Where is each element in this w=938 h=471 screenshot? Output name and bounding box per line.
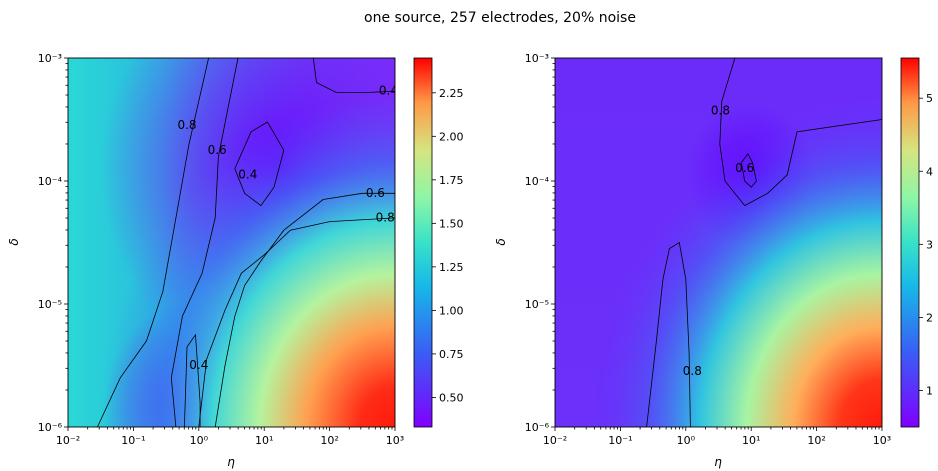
colorbar-tick-label-left-0: 0.50 [439,391,464,404]
contour-label-right-1-1: 0.8 [711,103,730,117]
contour-label-right-0-0: 0.6 [735,161,754,175]
colorbar-right: 1 2 3 4 5 [900,57,933,428]
y-tick-label-left-1: 10⁻⁵ [38,298,62,311]
contour-0.4-left-1 [234,121,285,207]
contour-0.8-right-0 [646,241,691,427]
y-tick-label-left-3: 10⁻³ [38,52,62,65]
colorbar-tick-label-left-5: 1.75 [439,174,464,187]
colorbar-right-bar [900,57,920,428]
panel-right: 0.60.80.8 10⁻² 10⁻¹ 10⁰ 10¹ 10² 10³ 10⁻⁶10⁻⁵1… [494,52,891,469]
colorbar-tick-label-right-4: 5 [926,92,933,105]
contour-label-left-2-1: 0.8 [376,210,395,224]
y-tick-label-right-1: 10⁻⁵ [525,298,549,311]
contour-label-left-2-0: 0.8 [177,118,196,132]
x-tick-label-left-1: 10⁻¹ [121,434,145,447]
contour-0.8-right-1 [719,58,882,207]
heatmap-left: 0.4 0.4 0.4 0.6 0.6 0.8 0.8 [68,58,398,427]
y-tick-label-right-0: 10⁻⁶ [525,421,550,434]
colorbar-tick-label-left-6: 2.00 [439,130,464,143]
x-tick-label-left-2: 10⁰ [190,434,209,447]
x-tick-label-left-0: 10⁻² [56,434,80,447]
x-axis-right: 10⁻² 10⁻¹ 10⁰ 10¹ 10² 10³ [543,427,891,447]
figure-title: one source, 257 electrodes, 20% noise [364,10,636,26]
contour-label-left-0-2: 0.4 [379,84,398,98]
contours-right: 0.6 0.8 0.8 [646,58,882,427]
y-axis-left: 10⁻⁶ 10⁻⁵ 10⁻⁴ 10⁻³ [38,52,68,434]
contour-0.6-right-0 [741,153,757,188]
x-tick-label-left-5: 10³ [386,434,404,447]
colorbar-tick-label-left-2: 1.00 [439,304,464,317]
colorbar-tick-label-left-7: 2.25 [439,87,464,100]
y-axis-label-right: δ [494,238,508,245]
x-tick-label-left-3: 10¹ [255,434,273,447]
colorbar-tick-label-right-2: 3 [926,238,933,251]
axes-frame-right [554,57,883,428]
y-tick-label-left-0: 10⁻⁶ [38,421,63,434]
x-tick-label-right-5: 10³ [873,434,891,447]
colorbar-tick-label-right-0: 1 [926,384,933,397]
x-axis-label-left: η [227,455,235,469]
contour-0.6-left-0 [170,58,239,427]
heatmap-right: 0.6 0.8 0.8 [555,58,882,427]
y-axis-label-left: δ [7,238,21,245]
x-tick-label-left-4: 10² [320,434,338,447]
panel-left: 0.40.40.40.60.60.80.8 10⁻² 10⁻¹ 10⁰ 10¹ 10² 1… [7,52,404,469]
contour-label-left-0-1: 0.4 [238,167,257,181]
colorbar-tick-label-right-3: 4 [926,165,933,178]
contour-label-left-0-0: 0.4 [189,358,208,372]
contour-0.4-left-2 [312,58,395,93]
y-tick-label-left-2: 10⁻⁴ [38,175,63,188]
colorbar-right-ticks: 1 2 3 4 5 [919,92,933,397]
colorbar-left-ticks: 0.50 0.75 1.00 1.25 1.50 1.75 2.00 2.25 [432,87,464,404]
contour-0.8-left-1 [198,217,395,427]
contour-label-left-1-1: 0.6 [366,186,385,200]
contour-0.8-left-0 [97,58,209,427]
colorbar-tick-label-left-3: 1.25 [439,261,464,274]
y-axis-right: 10⁻⁶ 10⁻⁵ 10⁻⁴ 10⁻³ [525,52,555,434]
x-tick-label-right-0: 10⁻² [543,434,567,447]
colorbar-tick-label-left-1: 0.75 [439,348,464,361]
contour-label-right-1-0: 0.8 [683,364,702,378]
contour-label-left-1-0: 0.6 [208,143,227,157]
contour-0.4-left-0 [184,333,201,427]
y-tick-label-right-3: 10⁻³ [525,52,549,65]
x-axis-left: 10⁻² 10⁻¹ 10⁰ 10¹ 10² 10³ [56,427,404,447]
x-axis-label-right: η [714,455,722,469]
x-tick-label-right-4: 10² [807,434,825,447]
colorbar-tick-label-left-4: 1.50 [439,217,464,230]
colorbar-left-bar [413,57,433,428]
colorbar-left: 0.50 0.75 1.00 1.25 1.50 1.75 2.00 2.25 [413,57,464,428]
contour-0.6-left-1 [214,192,395,427]
axes-frame-left [67,57,396,428]
y-tick-label-right-2: 10⁻⁴ [525,175,550,188]
colorbar-tick-label-right-1: 2 [926,311,933,324]
x-tick-label-right-1: 10⁻¹ [608,434,632,447]
x-tick-label-right-2: 10⁰ [677,434,696,447]
contours-left: 0.4 0.4 0.4 0.6 0.6 0.8 0.8 [97,58,398,427]
x-tick-label-right-3: 10¹ [742,434,760,447]
